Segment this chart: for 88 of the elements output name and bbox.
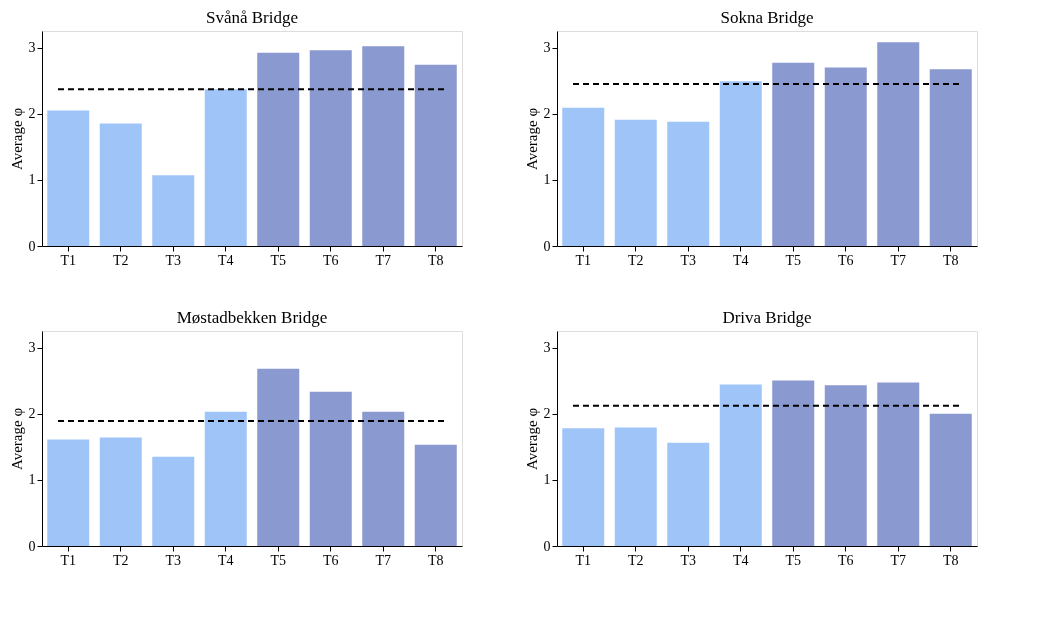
bar — [204, 411, 247, 546]
bar — [772, 62, 815, 246]
x-tick-label: T2 — [627, 252, 644, 268]
bar — [309, 391, 352, 546]
y-tick-label: 0 — [543, 538, 551, 554]
x-tick-label: T1 — [60, 552, 77, 568]
bar — [414, 64, 457, 246]
y-tick-label: 0 — [28, 538, 36, 554]
y-tick-label: 3 — [543, 340, 551, 356]
x-tick-label: T8 — [942, 252, 959, 268]
bar — [877, 382, 920, 546]
bar — [99, 437, 142, 546]
bar — [414, 444, 457, 546]
y-axis-title: Average φ — [8, 107, 25, 171]
chart-title: Sokna Bridge — [720, 8, 814, 27]
x-tick-label: T2 — [112, 252, 129, 268]
x-tick-label: T1 — [60, 252, 77, 268]
y-tick-label: 2 — [543, 106, 551, 122]
x-tick-label: T3 — [680, 552, 697, 568]
bar — [614, 119, 657, 246]
x-tick-label: T6 — [837, 252, 854, 268]
y-tick-label: 0 — [28, 238, 36, 254]
chart-title: Driva Bridge — [722, 308, 812, 327]
y-tick-label: 2 — [28, 406, 36, 422]
y-tick-label: 0 — [543, 238, 551, 254]
x-tick-label: T4 — [217, 252, 234, 268]
bar — [667, 442, 710, 546]
x-tick-label: T8 — [427, 552, 444, 568]
bar — [562, 428, 605, 546]
y-axis-title: Average φ — [523, 407, 540, 471]
bar — [667, 121, 710, 246]
y-tick-label: 1 — [28, 172, 36, 188]
bar — [719, 81, 762, 246]
x-tick-label: T3 — [165, 252, 182, 268]
x-tick-label: T1 — [575, 252, 592, 268]
bar — [309, 50, 352, 246]
bar — [929, 69, 972, 246]
x-tick-label: T5 — [270, 252, 287, 268]
y-tick-label: 1 — [28, 472, 36, 488]
x-tick-label: T7 — [890, 552, 907, 568]
x-tick-label: T2 — [627, 552, 644, 568]
bar — [152, 456, 195, 546]
x-tick-label: T5 — [785, 252, 802, 268]
bar — [257, 52, 300, 246]
bar — [772, 380, 815, 546]
bar — [152, 175, 195, 246]
bar — [877, 42, 920, 246]
bar — [929, 413, 972, 546]
chart-title: Svånå Bridge — [205, 8, 299, 27]
bar — [562, 107, 605, 246]
x-tick-label: T7 — [375, 252, 392, 268]
x-tick-label: T6 — [322, 252, 339, 268]
y-axis-title: Average φ — [523, 107, 540, 171]
x-tick-label: T7 — [890, 252, 907, 268]
bar — [47, 110, 90, 246]
x-tick-label: T3 — [680, 252, 697, 268]
x-tick-label: T8 — [942, 552, 959, 568]
y-tick-label: 2 — [543, 406, 551, 422]
y-tick-label: 1 — [543, 172, 551, 188]
y-tick-label: 3 — [28, 340, 36, 356]
y-tick-label: 2 — [28, 106, 36, 122]
y-tick-label: 1 — [543, 472, 551, 488]
x-tick-label: T7 — [375, 552, 392, 568]
chart-title: Møstadbekken Bridge — [176, 308, 328, 327]
bar — [362, 411, 405, 546]
y-axis-title: Average φ — [8, 407, 25, 471]
bar — [257, 368, 300, 546]
bar — [47, 439, 90, 546]
x-tick-label: T2 — [112, 552, 129, 568]
x-tick-label: T3 — [165, 552, 182, 568]
x-tick-label: T6 — [322, 552, 339, 568]
x-tick-label: T4 — [217, 552, 234, 568]
x-tick-label: T8 — [427, 252, 444, 268]
bar — [824, 67, 867, 246]
x-tick-label: T4 — [732, 252, 749, 268]
bar — [824, 385, 867, 546]
bar — [614, 427, 657, 546]
x-tick-label: T1 — [575, 552, 592, 568]
bar — [204, 89, 247, 246]
x-tick-label: T6 — [837, 552, 854, 568]
bar — [719, 384, 762, 546]
bar — [99, 123, 142, 246]
x-tick-label: T5 — [270, 552, 287, 568]
x-tick-label: T4 — [732, 552, 749, 568]
bar — [362, 46, 405, 246]
y-tick-label: 3 — [28, 40, 36, 56]
x-tick-label: T5 — [785, 552, 802, 568]
y-tick-label: 3 — [543, 40, 551, 56]
